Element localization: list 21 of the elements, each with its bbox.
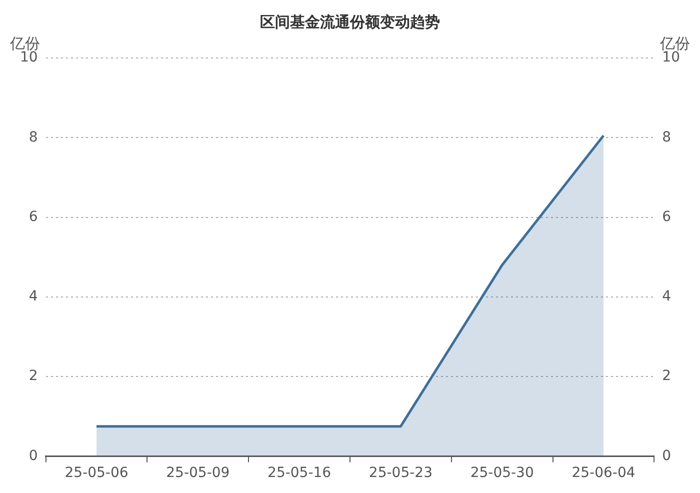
x-tick-label: 25-06-04	[572, 465, 636, 482]
x-tick-label: 25-05-09	[166, 465, 230, 482]
x-tick-label: 25-05-23	[368, 465, 432, 482]
y2-tick-label: 2	[662, 368, 672, 384]
y-axis-title: 亿份	[9, 34, 40, 52]
x-tick-label: 25-05-06	[64, 465, 128, 482]
y2-axis-title: 亿份	[659, 34, 690, 52]
y2-tick-label: 8	[662, 129, 672, 146]
y-tick-label: 6	[28, 208, 38, 225]
y2-tick-label: 4	[662, 288, 672, 305]
y-tick-label: 8	[28, 129, 38, 146]
y2-tick-label: 6	[662, 208, 672, 225]
x-tick-label: 25-05-16	[268, 465, 332, 482]
y-tick-label: 0	[28, 448, 38, 464]
x-tick-label: 25-05-30	[470, 465, 534, 482]
y-tick-label: 2	[28, 368, 38, 384]
chart-title: 区间基金流通份额变动趋势	[260, 12, 440, 31]
y-tick-label: 10	[20, 50, 38, 66]
y2-tick-label: 0	[662, 448, 672, 464]
y-tick-label: 4	[28, 288, 38, 305]
y2-tick-label: 10	[662, 50, 680, 66]
